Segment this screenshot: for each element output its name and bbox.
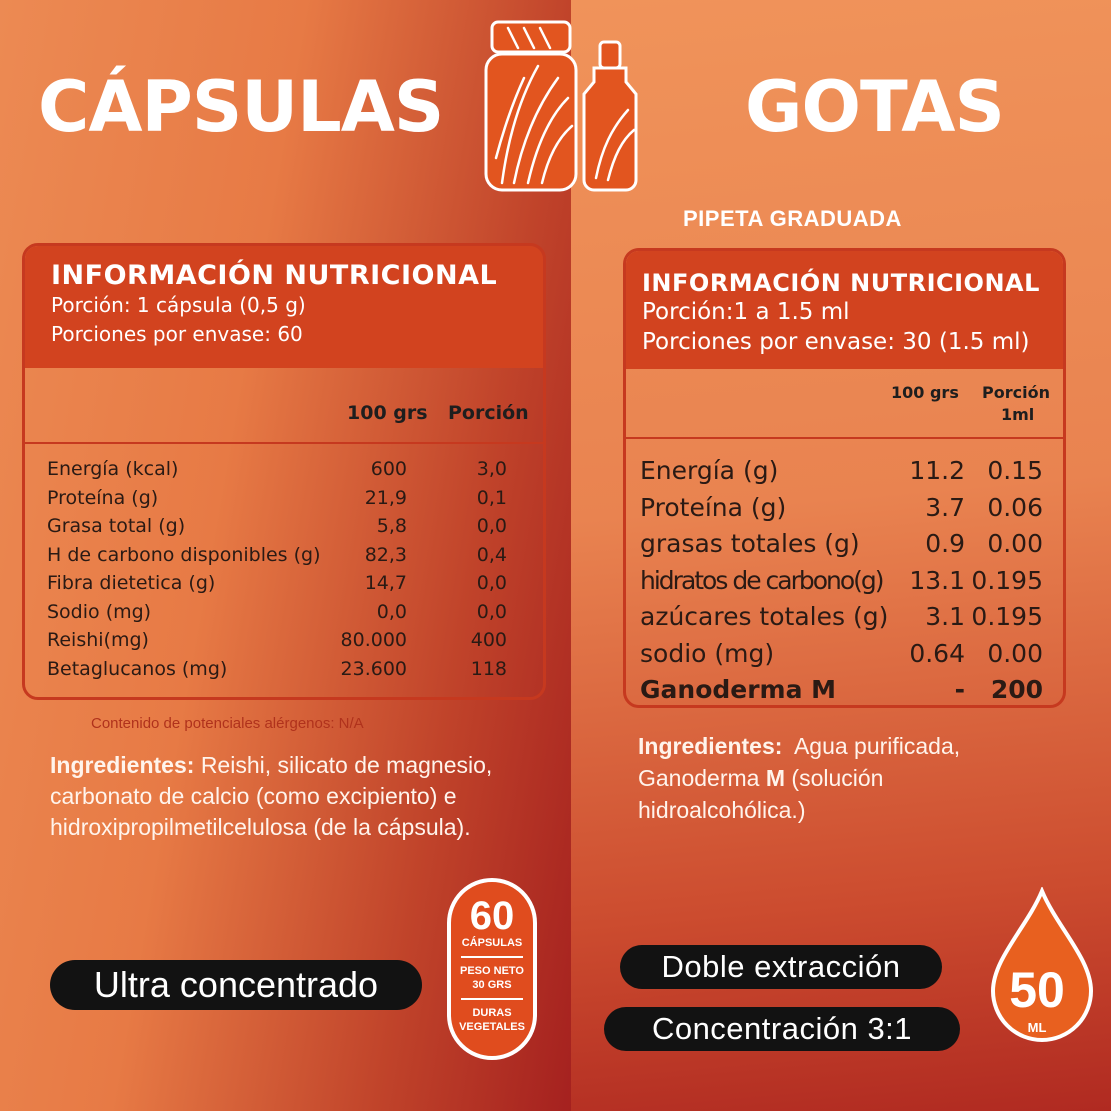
capsulas-ingredients: Ingredientes: Reishi, silicato de magnes…: [50, 750, 550, 843]
ingredients-line-3: hidroalcohólica.): [638, 797, 806, 823]
nutrition-label: Betaglucanos (mg): [47, 657, 228, 680]
capsule-count: 60: [469, 894, 515, 938]
nutrition-value-100g: 0,0: [376, 600, 407, 623]
capsule-unit: CÁPSULAS: [461, 937, 523, 949]
nutrition-value-100g: 82,3: [364, 543, 407, 566]
nutrition-value-100g: 11.2: [909, 456, 965, 485]
nutrition-label: Ganoderma M: [640, 675, 837, 704]
col-100g-header: 100 grs: [891, 383, 959, 402]
drop-unit: ML: [1028, 1020, 1047, 1035]
ingredients-label: Ingredientes:: [50, 752, 195, 778]
ingredients-line-2a: Ganoderma: [638, 765, 766, 791]
concentracion-badge: Concentración 3:1: [604, 1007, 960, 1051]
nutrition-label: sodio (mg): [640, 638, 775, 668]
ultra-concentrado-badge: Ultra concentrado: [50, 960, 422, 1010]
badge-divider: [461, 956, 523, 958]
pipeta-subtitle: PIPETA GRADUADA: [683, 206, 902, 231]
portion-text: Porción:1 a 1.5 ml: [642, 299, 850, 325]
nutrition-value-100g: 13.1: [909, 565, 965, 595]
nutrition-value-portion: 0.00: [987, 638, 1043, 668]
nutrition-title: INFORMACIÓN NUTRICIONAL: [51, 260, 498, 291]
nutrition-value-100g: 600: [370, 458, 407, 480]
nutrition-value-portion: 0.00: [987, 529, 1043, 558]
nutrition-label: grasas totales (g): [640, 529, 860, 558]
nutrition-value-portion: 0,0: [476, 515, 507, 537]
nutrition-label: Reishi(mg): [47, 629, 149, 651]
nutrition-header: INFORMACIÓN NUTRICIONAL Porción: 1 cápsu…: [25, 246, 543, 368]
nutrition-value-100g: 80.000: [340, 629, 407, 651]
volume-drop-icon: 50 ML: [990, 887, 1094, 1042]
nutrition-value-100g: 3.1: [925, 602, 965, 631]
table-divider: [626, 437, 1063, 439]
product-bottles-icon: [484, 20, 638, 192]
nutrition-label: Proteína (g): [47, 486, 159, 509]
nutrition-value-100g: 14,7: [364, 572, 407, 594]
gotas-nutrition-table: INFORMACIÓN NUTRICIONAL Porción:1 a 1.5 …: [623, 248, 1066, 708]
nutrition-label: Energía (kcal): [47, 458, 179, 480]
allergens-note: Contenido de potenciales alérgenos: N/A: [91, 715, 364, 732]
ingredients-label: Ingredientes:: [638, 733, 783, 759]
gotas-ingredients: Ingredientes: Agua purificada, Ganoderma…: [638, 730, 1068, 826]
drop-volume: 50: [1009, 962, 1065, 1018]
nutrition-label: azúcares totales (g): [640, 602, 889, 631]
net-weight-value: 30 GRS: [472, 979, 512, 991]
nutrition-header: INFORMACIÓN NUTRICIONAL Porción:1 a 1.5 …: [626, 251, 1063, 369]
nutrition-value-100g: -: [954, 675, 965, 704]
ingredients-line-2b: M: [765, 765, 786, 791]
nutrition-value-portion: 0,4: [476, 543, 507, 566]
net-weight-label: PESO NETO: [460, 965, 524, 977]
nutrition-value-portion: 0,1: [476, 486, 507, 509]
nutrition-value-100g: 21,9: [364, 486, 407, 509]
nutrition-value-portion: 400: [470, 629, 507, 651]
nutrition-value-100g: 23.600: [340, 657, 407, 680]
nutrition-value-100g: 3.7: [925, 492, 965, 522]
nutrition-value-portion: 118: [470, 657, 507, 680]
nutrition-label: H de carbono disponibles (g): [47, 543, 321, 566]
col-portion-header: Porción: [448, 402, 529, 424]
capsule-count-badge: 60 CÁPSULAS PESO NETO 30 GRS DURAS VEGET…: [447, 878, 537, 1060]
nutrition-value-100g: 0.9: [925, 529, 965, 558]
nutrition-value-portion: 0.195: [971, 602, 1043, 631]
col-portion-header: Porción: [982, 383, 1050, 402]
nutrition-label: hidratos de carbono(g): [640, 565, 885, 595]
capsulas-nutrition-table: INFORMACIÓN NUTRICIONAL Porción: 1 cápsu…: [22, 243, 546, 700]
nutrition-label: Fibra dietetica (g): [47, 572, 216, 594]
nutrition-value-portion: 0,0: [476, 600, 507, 623]
nutrition-value-portion: 3,0: [476, 458, 507, 480]
nutrition-label: Proteína (g): [640, 492, 787, 522]
capsule-type-1: DURAS: [472, 1007, 512, 1019]
nutrition-value-portion: 0,0: [476, 572, 507, 594]
capsule-type-2: VEGETALES: [459, 1021, 525, 1033]
nutrition-value-portion: 0.195: [971, 565, 1043, 595]
nutrition-label: Grasa total (g): [47, 515, 186, 537]
nutrition-value-portion: 0.15: [987, 456, 1043, 485]
ingredients-line-1: Agua purificada,: [793, 733, 961, 759]
nutrition-value-100g: 0.64: [909, 638, 965, 668]
per-pack-text: Porciones por envase: 30 (1.5 ml): [642, 329, 1030, 355]
nutrition-value-portion: 0.06: [987, 492, 1043, 522]
badge-divider: [461, 998, 523, 1000]
gotas-title: GOTAS: [745, 66, 1005, 148]
capsulas-title: CÁPSULAS: [38, 66, 444, 148]
ingredients-line-2c: (solución: [785, 765, 884, 791]
doble-extraccion-badge: Doble extracción: [620, 945, 942, 989]
nutrition-label: Energía (g): [640, 456, 779, 485]
portion-text: Porción: 1 cápsula (0,5 g): [51, 293, 306, 317]
ingredients-text: Reishi, silicato de magnesio, carbonato …: [50, 752, 493, 840]
col-portion-unit: 1ml: [1001, 405, 1035, 424]
per-pack-text: Porciones por envase: 60: [51, 322, 303, 346]
col-100g-header: 100 grs: [347, 402, 428, 424]
table-divider: [25, 442, 543, 444]
nutrition-title: INFORMACIÓN NUTRICIONAL: [642, 269, 1040, 297]
nutrition-value-100g: 5,8: [376, 515, 407, 537]
nutrition-value-portion: 200: [990, 675, 1043, 704]
nutrition-label: Sodio (mg): [47, 600, 152, 623]
